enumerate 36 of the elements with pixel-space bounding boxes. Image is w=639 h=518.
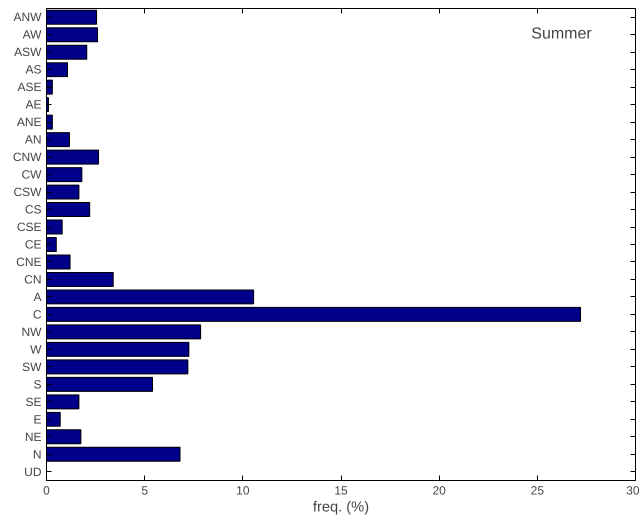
- y-tick-label: CNE: [16, 254, 42, 269]
- y-tick-label: CNW: [12, 150, 42, 164]
- annotation: Summer: [531, 26, 592, 42]
- y-tick-label: ASE: [17, 80, 42, 94]
- y-tick-label: NE: [24, 430, 42, 444]
- y-tick-label: AE: [25, 98, 42, 112]
- y-tick-label: CSW: [14, 185, 42, 200]
- x-tick-label: 10: [236, 484, 250, 498]
- y-tick-label: ANW: [14, 10, 42, 24]
- y-tick-label: ANE: [16, 115, 42, 130]
- x-tick-label: 0: [43, 484, 50, 498]
- y-tick-label: AW: [22, 28, 42, 42]
- y-tick-label: CE: [24, 238, 42, 252]
- y-tick-label: A: [33, 290, 42, 304]
- y-tick-label: ASW: [14, 45, 42, 60]
- y-tick-label: SE: [25, 394, 42, 409]
- y-tick-label: CSE: [16, 220, 42, 234]
- x-tick-label: 30: [626, 484, 639, 498]
- y-tick-label: CS: [24, 202, 42, 217]
- y-tick-label: CW: [22, 168, 42, 182]
- y-tick-label: AN: [24, 132, 42, 147]
- x-tick-label: 5: [141, 484, 148, 498]
- y-tick-label: CN: [24, 272, 42, 286]
- y-tick-label: E: [33, 412, 42, 426]
- y-tick-label: NW: [22, 324, 42, 339]
- y-tick-label: UD: [24, 464, 42, 479]
- y-tick-label: C: [32, 307, 42, 322]
- y-tick-label: N: [32, 447, 42, 462]
- x-tick-label: 25: [530, 484, 544, 498]
- y-tick-label: SW: [22, 360, 42, 374]
- y-tick-label: AS: [25, 62, 42, 77]
- x-tick-label: 15: [334, 484, 348, 498]
- y-tick-label: W: [30, 342, 42, 356]
- x-tick-label: 20: [432, 484, 446, 498]
- x-axis-title: freq. (%): [312, 500, 370, 516]
- y-tick-label: S: [33, 377, 42, 392]
